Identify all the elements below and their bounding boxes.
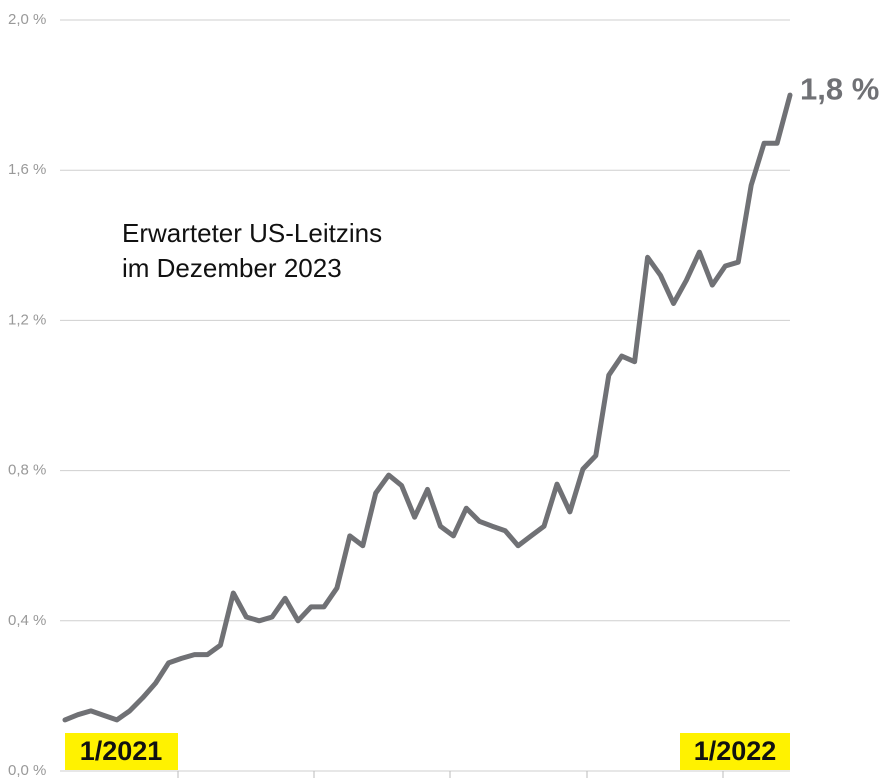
y-tick-label: 1,6 % xyxy=(8,161,46,178)
y-tick-label: 0,0 % xyxy=(8,762,46,778)
period-label: 1/2022 xyxy=(694,736,777,766)
data-line xyxy=(62,92,793,723)
y-tick-label: 0,8 % xyxy=(8,462,46,479)
period-highlight xyxy=(680,733,790,770)
end-value-label: 1,8 % xyxy=(800,71,879,106)
chart-title: im Dezember 2023 xyxy=(122,253,342,283)
y-tick-label: 0,4 % xyxy=(8,612,46,629)
x-axis-ticks xyxy=(177,771,724,778)
y-tick-label: 2,0 % xyxy=(8,11,46,28)
period-label: 1/2021 xyxy=(80,736,163,766)
period-highlight xyxy=(65,733,178,770)
y-tick-label: 1,2 % xyxy=(8,311,46,328)
chart-title: Erwarteter US-Leitzins xyxy=(122,218,382,248)
